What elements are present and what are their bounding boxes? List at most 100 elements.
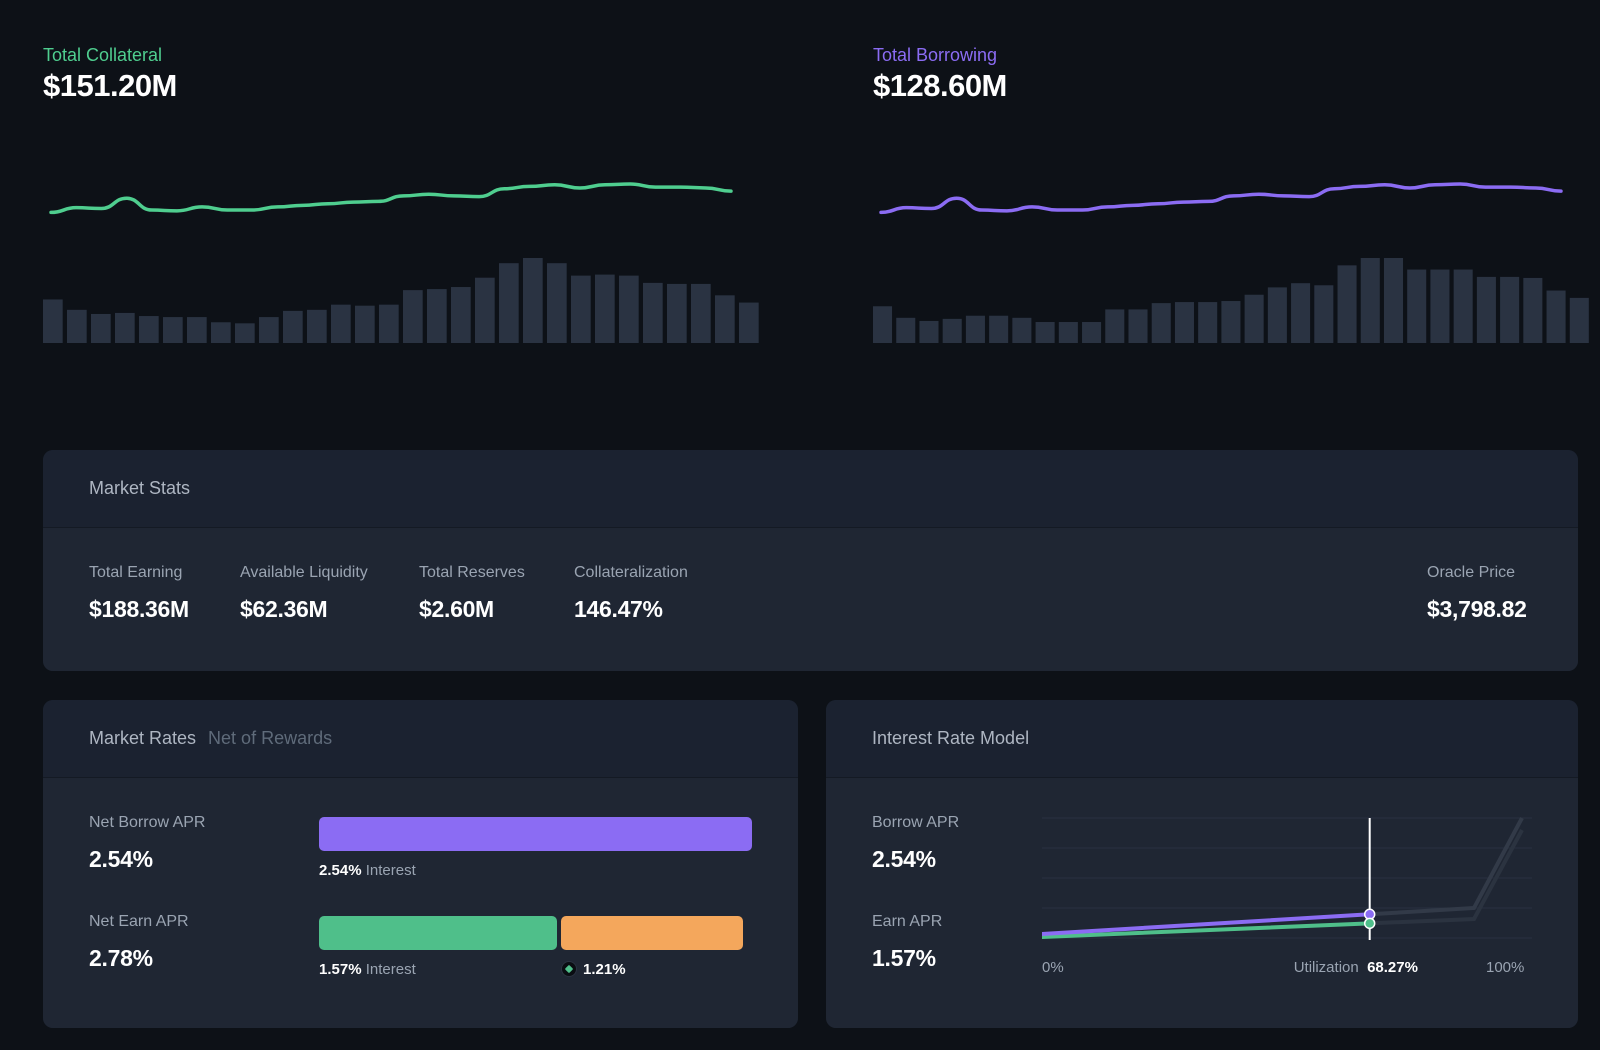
collateral-volume-bar[interactable] <box>547 263 567 343</box>
market-rates-header: Market Rates Net of Rewards <box>43 700 798 778</box>
borrowing-volume-bar[interactable] <box>1128 309 1148 343</box>
earn-interest-caption: 1.57% Interest <box>319 961 416 978</box>
interest-rate-model-title: Interest Rate Model <box>872 728 1030 748</box>
collateral-volume-bar[interactable] <box>667 283 687 343</box>
collateral-volume-bar[interactable] <box>283 310 303 343</box>
borrowing-volume-bar[interactable] <box>919 320 939 343</box>
borrowing-volume-bar[interactable] <box>1221 301 1241 343</box>
borrowing-volume-bar[interactable] <box>1476 276 1496 343</box>
collateral-volume-bar[interactable] <box>43 299 63 343</box>
borrowing-volume-bar[interactable] <box>1058 322 1078 343</box>
net-earn-apr-label: Net Earn APR <box>89 913 189 930</box>
earn-point <box>1363 917 1376 930</box>
borrowing-volume-bar[interactable] <box>965 315 985 343</box>
total-borrowing-value: $128.60M <box>873 68 1007 103</box>
borrowing-volume-bar[interactable] <box>1337 265 1357 343</box>
borrowing-volume-bar[interactable] <box>1105 309 1125 343</box>
collateral-volume-bar[interactable] <box>259 317 279 343</box>
collateral-volume-bar[interactable] <box>451 287 471 343</box>
earn-reward-bar[interactable] <box>561 916 743 950</box>
stat-value: $188.36M <box>89 596 189 622</box>
collateral-volume-bar[interactable] <box>403 290 423 343</box>
interest-rate-model-body: Borrow APR 2.54% Earn APR 1.57% <box>826 778 1578 1028</box>
utilization-value: 68.27% <box>1367 959 1418 976</box>
interest-rate-curve-chart[interactable] <box>1042 816 1532 1026</box>
collateral-volume-bar[interactable] <box>427 289 447 343</box>
borrowing-trend-line <box>879 182 1563 215</box>
interest-rate-model-header: Interest Rate Model <box>826 700 1578 778</box>
interest-rate-model-card: Interest Rate Model Borrow APR 2.54% Ear… <box>826 700 1578 1028</box>
borrowing-volume-bar[interactable] <box>1174 302 1194 343</box>
stat-total-reserves: Total Reserves $2.60M <box>419 564 525 623</box>
earn-interest-bar[interactable] <box>319 916 557 950</box>
collateral-volume-bar[interactable] <box>715 295 735 343</box>
market-rates-title: Market Rates <box>89 728 197 748</box>
borrowing-volume-bar[interactable] <box>1151 303 1171 343</box>
borrowing-volume-bar[interactable] <box>1035 322 1055 343</box>
collateral-volume-bar[interactable] <box>475 277 495 343</box>
collateral-volume-bar[interactable] <box>163 317 183 343</box>
stat-value: 146.47% <box>574 596 663 622</box>
collateral-volume-bar[interactable] <box>331 304 351 343</box>
net-borrow-apr-value: 2.54% <box>89 846 153 872</box>
collateral-volume-bar[interactable] <box>307 309 327 343</box>
borrowing-volume-bar[interactable] <box>1012 317 1032 343</box>
stat-total-earning: Total Earning $188.36M <box>89 564 189 623</box>
borrowing-volume-bar[interactable] <box>1360 258 1380 343</box>
collateral-volume-bar[interactable] <box>139 316 159 343</box>
collateral-volume-bar[interactable] <box>643 282 663 343</box>
stat-label: Collateralization <box>574 564 688 581</box>
collateral-volume-bar[interactable] <box>91 313 111 343</box>
net-earn-apr: Net Earn APR 2.78% <box>89 913 189 972</box>
collateral-volume-bar[interactable] <box>211 322 231 343</box>
collateral-volume-bar[interactable] <box>355 305 375 343</box>
borrowing-volume-bar[interactable] <box>1569 297 1589 343</box>
net-borrow-apr: Net Borrow APR 2.54% <box>89 814 205 873</box>
total-collateral-panel: Total Collateral $151.20M <box>43 44 763 364</box>
borrowing-volume-bar[interactable] <box>873 306 893 343</box>
collateral-volume-bar[interactable] <box>235 323 255 343</box>
earn-interest-value: 1.57% <box>319 961 362 978</box>
borrowing-volume-bar[interactable] <box>1198 302 1218 343</box>
collateral-volume-bar[interactable] <box>691 283 711 343</box>
earn-reward-caption: 1.21% <box>561 961 626 978</box>
collateral-volume-bar[interactable] <box>499 263 519 343</box>
borrow-curve <box>1042 912 1372 936</box>
collateral-volume-bar[interactable] <box>379 304 399 343</box>
borrowing-volume-bar[interactable] <box>1546 290 1566 343</box>
stat-oracle-price: Oracle Price $3,798.82 <box>1427 564 1527 623</box>
borrow-apr-value: 2.54% <box>872 846 936 872</box>
stat-label: Available Liquidity <box>240 564 368 581</box>
borrowing-volume-bar[interactable] <box>1267 287 1287 343</box>
borrow-interest-caption: 2.54% Interest <box>319 862 416 879</box>
borrow-interest-bar[interactable] <box>319 817 752 851</box>
borrowing-volume-bar[interactable] <box>896 317 916 343</box>
stat-available-liquidity: Available Liquidity $62.36M <box>240 564 368 623</box>
borrowing-volume-bar[interactable] <box>942 318 962 343</box>
collateral-volume-bar[interactable] <box>619 275 639 343</box>
borrowing-volume-bar[interactable] <box>1383 258 1404 343</box>
stat-label: Total Earning <box>89 564 183 581</box>
collateral-volume-bar[interactable] <box>595 274 615 343</box>
borrowing-volume-bar[interactable] <box>1244 294 1264 343</box>
borrowing-volume-bar[interactable] <box>1500 276 1520 343</box>
total-collateral-chart[interactable] <box>43 154 763 394</box>
collateral-volume-bar[interactable] <box>67 309 87 343</box>
collateral-volume-bar[interactable] <box>739 302 759 343</box>
total-borrowing-chart[interactable] <box>873 154 1593 394</box>
borrowing-volume-bar[interactable] <box>989 315 1009 343</box>
borrowing-volume-bar[interactable] <box>1082 322 1102 343</box>
borrowing-volume-bar[interactable] <box>1430 269 1450 343</box>
borrowing-volume-bar[interactable] <box>1407 269 1427 343</box>
borrowing-volume-bar[interactable] <box>1453 269 1473 343</box>
borrow-curve-projection <box>1369 817 1524 917</box>
borrowing-volume-bar[interactable] <box>1291 283 1311 343</box>
collateral-volume-bar[interactable] <box>115 312 135 343</box>
borrowing-volume-bar[interactable] <box>1314 285 1334 343</box>
collateral-volume-bar[interactable] <box>523 258 543 343</box>
market-rates-subtitle: Net of Rewards <box>208 728 333 748</box>
collateral-volume-bar[interactable] <box>571 275 591 343</box>
borrowing-volume-bar[interactable] <box>1523 277 1543 343</box>
collateral-volume-bar[interactable] <box>187 317 207 343</box>
earn-apr-value: 1.57% <box>872 945 936 971</box>
